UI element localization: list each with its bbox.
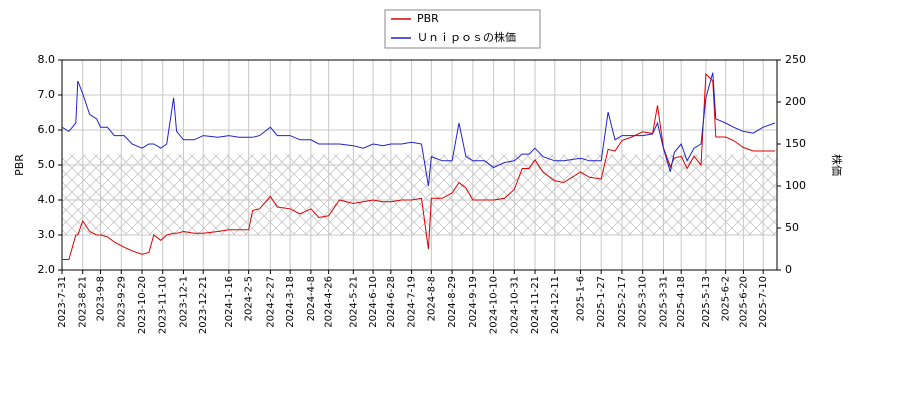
plot-frame xyxy=(61,59,778,271)
shaded-band xyxy=(62,154,777,235)
x-tick-label: 2025-7-10 xyxy=(758,276,769,328)
y2-tick-label: 50 xyxy=(785,221,799,234)
x-tick-label: 2023-12-1 xyxy=(178,276,189,328)
x-tick-label: 2024-8-8 xyxy=(426,276,437,321)
x-tick-label: 2024-7-19 xyxy=(407,276,418,328)
legend-label: Ｕｎｉｐｏｓの株価 xyxy=(417,30,516,44)
series-line xyxy=(62,72,775,260)
y-tick-label: 8.0 xyxy=(38,53,56,66)
x-tick-label: 2024-6-28 xyxy=(386,276,397,328)
x-tick-label: 2024-10-31 xyxy=(509,276,520,334)
x-tick-label: 2024-8-29 xyxy=(447,276,458,328)
x-tick-label: 2025-5-13 xyxy=(701,276,712,328)
x-tick-label: 2024-10-10 xyxy=(489,276,500,334)
x-tick-label: 2024-1-16 xyxy=(224,276,235,328)
y-tick-label: 7.0 xyxy=(38,88,56,101)
legend-label: PBR xyxy=(417,12,439,25)
series-line xyxy=(61,72,776,187)
x-tick-label: 2024-4-26 xyxy=(324,276,335,328)
x-tick-label: 2023-12-21 xyxy=(198,276,209,334)
x-tick-label: 2025-6-20 xyxy=(738,276,749,328)
y2-tick-label: 100 xyxy=(785,179,806,192)
x-tick-label: 2024-2-27 xyxy=(265,276,276,328)
y-tick-label: 5.0 xyxy=(38,158,56,171)
x-tick-label: 2024-5-21 xyxy=(348,276,359,328)
x-tick-label: 2023-9-8 xyxy=(96,276,107,321)
x-tick-label: 2025-1-27 xyxy=(596,276,607,328)
y2-tick-label: 150 xyxy=(785,137,806,150)
x-tick-label: 2025-2-17 xyxy=(617,276,628,328)
x-tick-label: 2023-11-10 xyxy=(158,276,169,334)
y-tick-label: 4.0 xyxy=(38,193,56,206)
y2-axis-label: 株価 xyxy=(830,154,844,176)
x-tick-label: 2023-9-29 xyxy=(116,276,127,328)
y-tick-label: 3.0 xyxy=(38,228,56,241)
y-axis-label: PBR xyxy=(13,154,26,176)
y2-tick-label: 200 xyxy=(785,95,806,108)
y2-tick-label: 250 xyxy=(785,53,806,66)
x-tick-label: 2023-7-31 xyxy=(57,276,68,328)
y2-tick-label: 0 xyxy=(785,263,792,276)
x-tick-label: 2024-6-10 xyxy=(368,276,379,328)
x-tick-label: 2025-3-10 xyxy=(638,276,649,328)
x-tick-label: 2025-6-2 xyxy=(721,276,732,321)
x-tick-label: 2023-10-20 xyxy=(137,276,148,334)
x-tick-label: 2025-3-31 xyxy=(658,276,669,328)
x-tick-label: 2024-4-8 xyxy=(306,276,317,321)
y-tick-label: 6.0 xyxy=(38,123,56,136)
x-tick-label: 2025-1-6 xyxy=(575,276,586,321)
x-tick-label: 2024-3-18 xyxy=(285,276,296,328)
x-tick-label: 2024-2-5 xyxy=(244,276,255,321)
x-tick-label: 2025-4-18 xyxy=(676,276,687,328)
x-tick-label: 2024-9-19 xyxy=(468,276,479,328)
x-tick-label: 2024-12-11 xyxy=(550,276,561,334)
x-tick-label: 2023-8-21 xyxy=(78,276,89,328)
x-tick-label: 2024-11-21 xyxy=(530,276,541,334)
legend-box xyxy=(384,9,541,49)
y-tick-label: 2.0 xyxy=(38,263,56,276)
